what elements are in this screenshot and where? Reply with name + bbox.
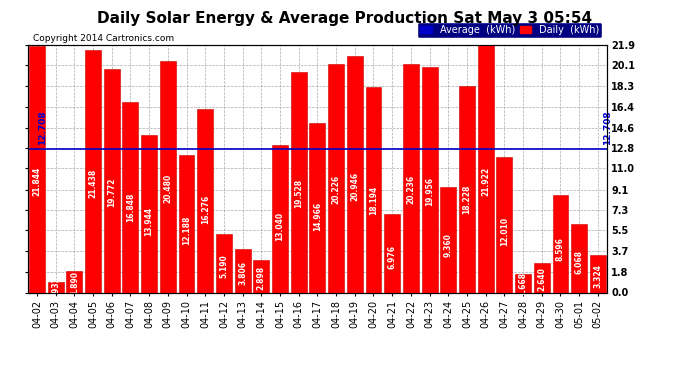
Text: 13.944: 13.944: [145, 207, 154, 236]
Text: 21.922: 21.922: [481, 166, 490, 196]
Legend: Average  (kWh), Daily  (kWh): Average (kWh), Daily (kWh): [417, 22, 602, 38]
Bar: [179, 155, 195, 292]
Text: 9.360: 9.360: [444, 233, 453, 257]
Text: 12.708: 12.708: [602, 111, 612, 146]
Text: 12.708: 12.708: [38, 111, 47, 146]
Bar: [85, 50, 101, 292]
Text: 16.848: 16.848: [126, 192, 135, 222]
Bar: [141, 135, 157, 292]
Bar: [590, 255, 606, 292]
Text: 1.668: 1.668: [519, 272, 528, 296]
Bar: [235, 249, 250, 292]
Bar: [123, 102, 139, 292]
Text: 2.640: 2.640: [538, 267, 546, 291]
Bar: [553, 195, 569, 292]
Bar: [347, 56, 363, 292]
Bar: [290, 72, 306, 292]
Text: 19.956: 19.956: [425, 177, 434, 206]
Text: 14.966: 14.966: [313, 202, 322, 231]
Text: 18.194: 18.194: [369, 185, 378, 214]
Bar: [309, 123, 326, 292]
Text: 0.932: 0.932: [51, 276, 60, 300]
Bar: [459, 87, 475, 292]
Bar: [534, 262, 550, 292]
Bar: [496, 157, 512, 292]
Text: 6.068: 6.068: [575, 250, 584, 274]
Text: Daily Solar Energy & Average Production Sat May 3 05:54: Daily Solar Energy & Average Production …: [97, 11, 593, 26]
Bar: [515, 274, 531, 292]
Text: 2.898: 2.898: [257, 266, 266, 290]
Text: 19.772: 19.772: [107, 177, 116, 207]
Bar: [66, 271, 82, 292]
Text: 21.438: 21.438: [88, 169, 97, 198]
Text: 12.188: 12.188: [182, 216, 191, 245]
Bar: [253, 260, 269, 292]
Bar: [48, 282, 63, 292]
Bar: [440, 187, 456, 292]
Text: 18.228: 18.228: [462, 185, 471, 214]
Text: 1.890: 1.890: [70, 271, 79, 295]
Bar: [104, 69, 119, 292]
Bar: [160, 61, 176, 292]
Bar: [272, 145, 288, 292]
Text: 3.324: 3.324: [593, 264, 602, 288]
Bar: [328, 64, 344, 292]
Bar: [403, 64, 419, 292]
Text: 20.480: 20.480: [164, 174, 172, 203]
Text: 6.976: 6.976: [388, 245, 397, 269]
Text: 13.040: 13.040: [275, 211, 284, 241]
Text: 5.190: 5.190: [219, 254, 228, 278]
Bar: [571, 224, 587, 292]
Text: 19.528: 19.528: [294, 178, 303, 208]
Text: 20.226: 20.226: [332, 175, 341, 204]
Bar: [29, 46, 45, 292]
Bar: [422, 67, 437, 292]
Text: 12.010: 12.010: [500, 217, 509, 246]
Text: 21.844: 21.844: [32, 167, 41, 196]
Text: 16.276: 16.276: [201, 195, 210, 224]
Bar: [216, 234, 232, 292]
Bar: [384, 214, 400, 292]
Bar: [197, 108, 213, 292]
Bar: [366, 87, 382, 292]
Text: 20.236: 20.236: [406, 175, 415, 204]
Text: 3.806: 3.806: [238, 261, 247, 285]
Text: Copyright 2014 Cartronics.com: Copyright 2014 Cartronics.com: [33, 33, 175, 42]
Bar: [477, 45, 493, 292]
Text: 20.946: 20.946: [351, 171, 359, 201]
Text: 8.596: 8.596: [556, 237, 565, 261]
